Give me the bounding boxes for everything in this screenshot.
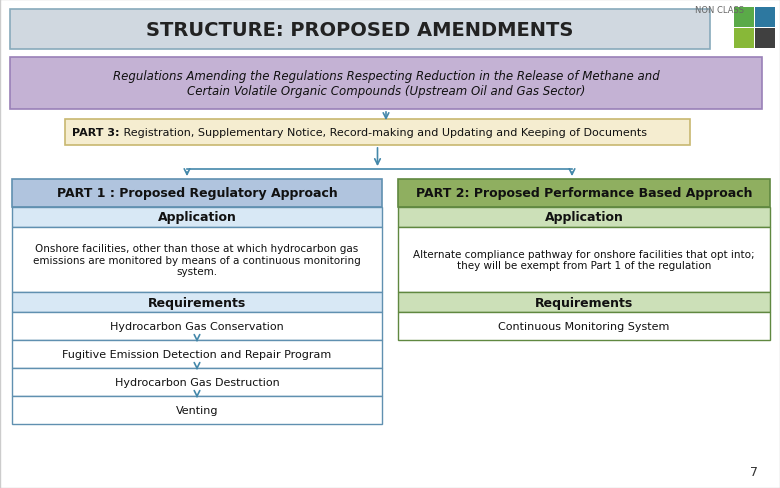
Text: Venting: Venting [176,405,218,415]
Text: STRUCTURE: PROPOSED AMENDMENTS: STRUCTURE: PROPOSED AMENDMENTS [147,20,573,40]
Text: Fugitive Emission Detection and Repair Program: Fugitive Emission Detection and Repair P… [62,349,331,359]
FancyBboxPatch shape [734,8,754,28]
FancyBboxPatch shape [12,312,382,340]
FancyBboxPatch shape [12,227,382,292]
Text: Onshore facilities, other than those at which hydrocarbon gas
emissions are moni: Onshore facilities, other than those at … [33,244,361,277]
Text: PART 2: Proposed Performance Based Approach: PART 2: Proposed Performance Based Appro… [416,187,752,200]
FancyBboxPatch shape [65,120,690,146]
FancyBboxPatch shape [12,207,382,227]
FancyBboxPatch shape [12,396,382,424]
Text: Application: Application [158,211,236,224]
FancyBboxPatch shape [398,207,770,227]
FancyBboxPatch shape [755,8,775,28]
FancyBboxPatch shape [398,180,770,207]
Text: PART 3:: PART 3: [72,128,119,138]
FancyBboxPatch shape [10,58,762,110]
Text: Application: Application [544,211,623,224]
FancyBboxPatch shape [755,29,775,49]
FancyBboxPatch shape [398,312,770,340]
Text: Hydrocarbon Gas Conservation: Hydrocarbon Gas Conservation [110,321,284,331]
FancyBboxPatch shape [398,292,770,312]
Text: Registration, Supplementary Notice, Record-making and Updating and Keeping of Do: Registration, Supplementary Notice, Reco… [120,128,647,138]
Text: Alternate compliance pathway for onshore facilities that opt into;
they will be : Alternate compliance pathway for onshore… [413,249,755,271]
Text: Hydrocarbon Gas Destruction: Hydrocarbon Gas Destruction [115,377,279,387]
Text: PART 1 : Proposed Regulatory Approach: PART 1 : Proposed Regulatory Approach [57,187,338,200]
Text: 7: 7 [750,465,758,478]
FancyBboxPatch shape [398,227,770,292]
FancyBboxPatch shape [12,180,382,207]
FancyBboxPatch shape [734,29,754,49]
FancyBboxPatch shape [10,10,710,50]
Text: Continuous Monitoring System: Continuous Monitoring System [498,321,670,331]
Text: Regulations Amending the Regulations Respecting Reduction in the Release of Meth: Regulations Amending the Regulations Res… [112,70,659,98]
Text: Requirements: Requirements [535,296,633,309]
Text: Requirements: Requirements [148,296,246,309]
FancyBboxPatch shape [12,340,382,368]
FancyBboxPatch shape [12,292,382,312]
Text: NON CLASS: NON CLASS [695,6,744,15]
FancyBboxPatch shape [12,368,382,396]
